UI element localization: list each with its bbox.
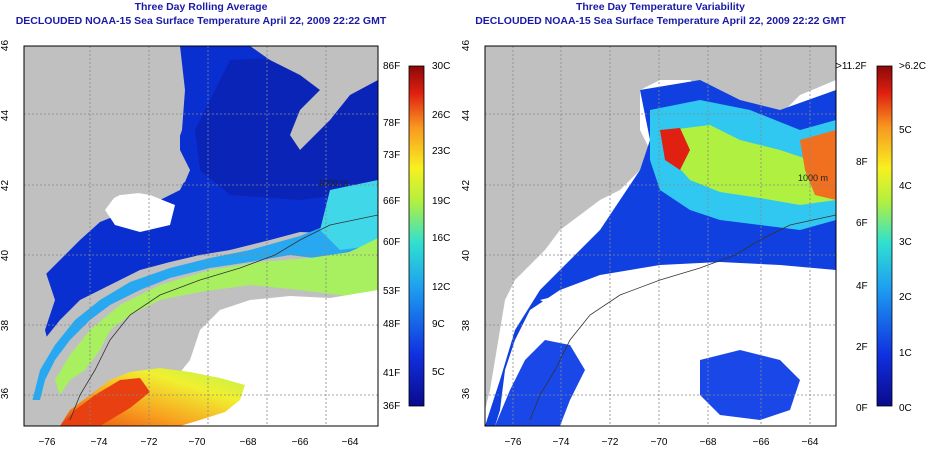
left-cb-f-48: 48F bbox=[383, 319, 401, 330]
left-ytick-42: 42 bbox=[0, 179, 12, 192]
left-cb-c-26: 26C bbox=[432, 110, 451, 121]
left-cb-f-60: 60F bbox=[383, 237, 401, 248]
left-slope-water bbox=[55, 238, 378, 395]
right-title-line2: DECLOUDED NOAA-15 Sea Surface Temperatur… bbox=[475, 15, 846, 27]
left-land-novascotia bbox=[250, 46, 378, 150]
left-xtick-74: −74 bbox=[90, 437, 108, 448]
left-cb-c-9: 9C bbox=[432, 319, 445, 330]
left-map bbox=[24, 46, 378, 426]
left-xtick-68: −68 bbox=[239, 437, 257, 448]
right-xtick-74: −74 bbox=[552, 437, 570, 448]
left-cb-f-86: 86F bbox=[383, 61, 401, 72]
right-xtick-66: −66 bbox=[752, 437, 770, 448]
left-cb-c-16: 16C bbox=[432, 233, 451, 244]
right-cb-f-2: 2F bbox=[856, 342, 868, 353]
left-land-midatlantic bbox=[24, 270, 55, 426]
left-grid bbox=[24, 46, 378, 426]
left-xtick-76: −76 bbox=[38, 437, 56, 448]
right-ytick-42: 42 bbox=[461, 179, 473, 192]
left-xtick-72: −72 bbox=[140, 437, 158, 448]
left-ytick-40: 40 bbox=[0, 249, 12, 262]
left-1000m-contour bbox=[69, 214, 378, 421]
right-colorbar bbox=[876, 65, 893, 407]
right-cb-c-0: 0C bbox=[899, 403, 912, 414]
left-cb-f-66: 66F bbox=[383, 196, 401, 207]
left-cb-f-36: 36F bbox=[383, 401, 401, 412]
right-title-line1: Three Day Temperature Variability bbox=[575, 1, 746, 13]
left-cb-c-30: 30C bbox=[432, 61, 451, 72]
right-xtick-64: −64 bbox=[801, 437, 819, 448]
left-cb-f-53: 53F bbox=[383, 286, 401, 297]
right-cb-c-3: 3C bbox=[899, 237, 912, 248]
left-xtick-64: −64 bbox=[341, 437, 359, 448]
left-map-frame bbox=[23, 45, 379, 427]
left-cb-c-12: 12C bbox=[432, 282, 451, 293]
right-grid bbox=[485, 46, 836, 426]
right-map-frame bbox=[484, 45, 837, 427]
right-1000m-contour bbox=[529, 214, 836, 421]
left-xtick-66: −66 bbox=[291, 437, 309, 448]
left-colorbar bbox=[408, 65, 425, 407]
right-cb-c-max: >6.2C bbox=[899, 61, 926, 72]
left-ytick-36: 36 bbox=[0, 387, 12, 400]
left-cb-c-23: 23C bbox=[432, 146, 451, 157]
left-xtick-70: −70 bbox=[188, 437, 206, 448]
right-xtick-72: −72 bbox=[601, 437, 619, 448]
left-cb-f-41: 41F bbox=[383, 368, 401, 379]
right-variability-peak-2 bbox=[660, 128, 690, 170]
right-cb-c-2: 2C bbox=[899, 292, 912, 303]
left-cb-c-5: 5C bbox=[432, 367, 445, 378]
right-ytick-46: 46 bbox=[461, 39, 473, 52]
left-contour-label: 1000 m bbox=[318, 178, 349, 188]
right-map bbox=[485, 46, 836, 426]
left-cb-f-78: 78F bbox=[383, 118, 401, 129]
right-cb-f-4: 4F bbox=[856, 281, 868, 292]
right-cb-c-4: 4C bbox=[899, 181, 912, 192]
left-gulf-stream-core bbox=[60, 378, 150, 426]
right-xtick-68: −68 bbox=[699, 437, 717, 448]
left-land-newengland bbox=[24, 46, 190, 280]
left-cyan-patch bbox=[320, 180, 378, 250]
right-land bbox=[485, 46, 836, 410]
left-no-data-2 bbox=[105, 190, 175, 232]
right-cb-f-max: >11.2F bbox=[836, 61, 867, 72]
left-ytick-44: 44 bbox=[0, 109, 12, 122]
right-cb-f-0: 0F bbox=[856, 403, 868, 414]
right-xtick-76: −76 bbox=[504, 437, 522, 448]
right-cb-c-1: 1C bbox=[899, 348, 912, 359]
left-title-line2: DECLOUDED NOAA-15 Sea Surface Temperatur… bbox=[15, 15, 387, 27]
right-cb-c-5: 5C bbox=[899, 125, 912, 136]
right-ytick-44: 44 bbox=[461, 109, 473, 122]
left-cb-f-73: 73F bbox=[383, 150, 401, 161]
right-cb-f-8: 8F bbox=[856, 157, 868, 168]
left-cb-c-19: 19C bbox=[432, 196, 451, 207]
right-ytick-38: 38 bbox=[461, 319, 473, 332]
right-south-blue bbox=[495, 340, 585, 426]
right-cb-f-6: 6F bbox=[856, 218, 868, 229]
left-title-line1: Three Day Rolling Average bbox=[134, 1, 268, 13]
left-ytick-46: 46 bbox=[0, 39, 12, 52]
right-ytick-36: 36 bbox=[461, 387, 473, 400]
right-variability-peak bbox=[800, 130, 836, 200]
right-ytick-40: 40 bbox=[461, 249, 473, 262]
left-ytick-38: 38 bbox=[0, 319, 12, 332]
right-xtick-70: −70 bbox=[650, 437, 668, 448]
right-south-blue-2 bbox=[700, 350, 800, 420]
right-contour-label: 1000 m bbox=[798, 173, 829, 183]
